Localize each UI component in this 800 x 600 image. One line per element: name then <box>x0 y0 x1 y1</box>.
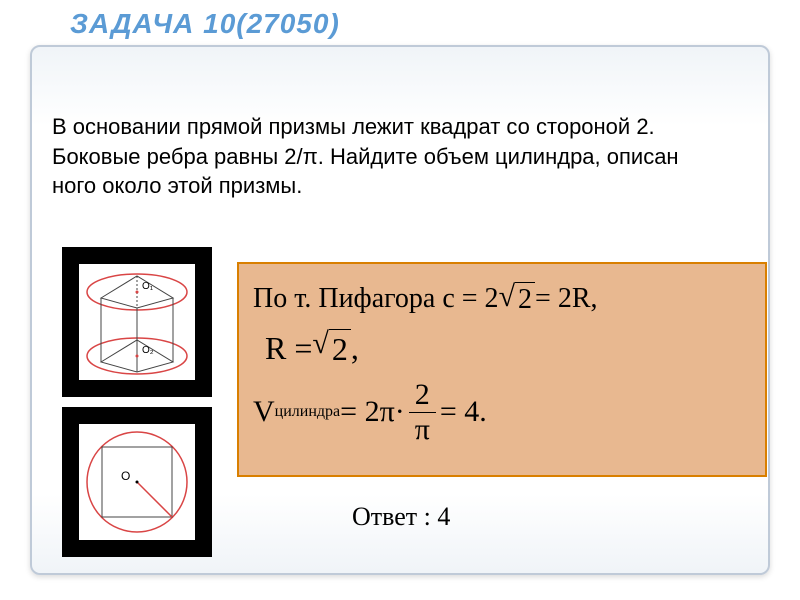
problem-line1: В основании прямой призмы лежит квадрат … <box>52 114 655 139</box>
content-frame: В основании прямой призмы лежит квадрат … <box>30 45 770 575</box>
prism-cylinder-svg: O₁ O₂ <box>79 264 195 380</box>
problem-line3: ного около этой призмы. <box>52 173 302 198</box>
sqrt-icon: √2 <box>499 282 535 317</box>
figure-square-circle: O <box>62 407 212 557</box>
problem-line2: Боковые ребра равны 2/π. Найдите объем ц… <box>52 144 679 169</box>
answer-text: Ответ : 4 <box>352 502 450 532</box>
sol3-v: V <box>253 395 275 429</box>
solution-line-2: R = √2 , <box>253 329 751 368</box>
solution-line-3: Vцилиндра = 2π· 2 π = 4. <box>253 380 751 445</box>
svg-text:O₂: O₂ <box>142 345 154 356</box>
sol3-den: π <box>409 413 436 445</box>
sqrt-icon: √2 <box>312 329 350 368</box>
sol2-prefix: R = <box>265 330 312 367</box>
svg-text:O₁: O₁ <box>142 281 154 292</box>
sol3-eq: = 2π· <box>340 395 405 429</box>
sol3-suffix: = 4. <box>440 395 487 429</box>
figure-prism-cylinder: O₁ O₂ <box>62 247 212 397</box>
svg-text:O: O <box>121 469 130 483</box>
sol1-suffix: = 2R, <box>535 283 597 315</box>
sol3-num: 2 <box>409 380 436 413</box>
sol1-prefix: По т. Пифагора c = 2 <box>253 283 499 315</box>
solution-line-1: По т. Пифагора c = 2 √2 = 2R, <box>253 282 751 317</box>
sol2-sqrt-arg: 2 <box>329 329 351 368</box>
sol1-sqrt-arg: 2 <box>515 282 535 317</box>
sol2-suffix: , <box>351 330 359 367</box>
square-circle-svg: O <box>79 424 195 540</box>
sol3-sub: цилиндра <box>275 403 340 421</box>
solution-panel: По т. Пифагора c = 2 √2 = 2R, R = √2 , V… <box>237 262 767 477</box>
page-title: ЗАДАЧА 10(27050) <box>0 0 800 40</box>
problem-statement: В основании прямой призмы лежит квадрат … <box>52 112 752 201</box>
fraction-icon: 2 π <box>409 380 436 445</box>
